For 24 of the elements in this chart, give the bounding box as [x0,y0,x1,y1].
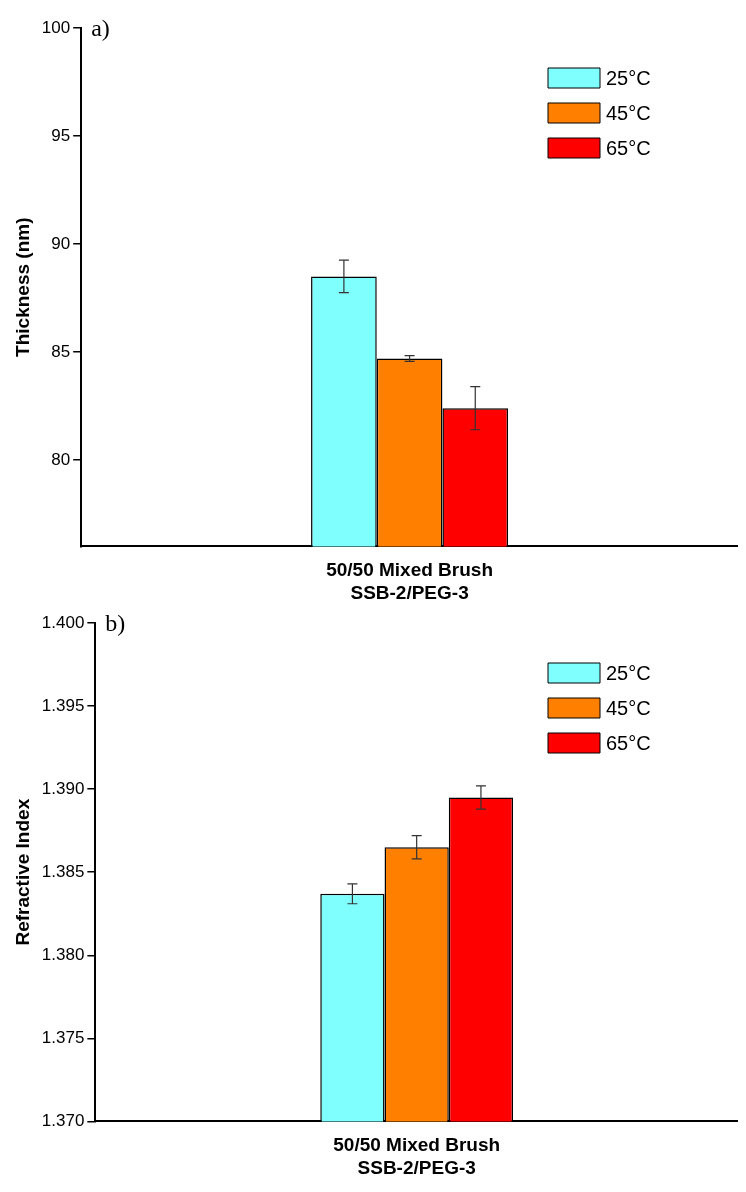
y-tick-label: 1.385 [41,861,85,881]
legend-label: 65°C [606,731,651,754]
y-tick-label: 100 [41,17,71,37]
annotation: a) [91,15,110,42]
y-axis-title: Refractive Index [11,798,33,946]
legend-label: 65°C [606,136,651,159]
y-tick-label: 1.375 [41,1028,85,1048]
y-tick-label: 90 [51,233,71,253]
y-tick-label: 1.400 [41,612,85,632]
y-tick-label: 95 [51,125,71,145]
y-tick-label: 1.395 [41,695,85,715]
x-tick-label: 50/50 Mixed Brush SSB-2/PEG-3 [333,1134,501,1178]
y-axis-title: Thickness (nm) [11,217,33,357]
legend-label: 45°C [606,101,651,124]
y-tick-label: 80 [51,449,71,469]
annotation: b) [105,610,126,637]
legend-label: 45°C [606,696,651,719]
legend-label: 25°C [606,661,651,684]
y-tick-label: 1.390 [41,778,85,798]
y-tick-label: 1.380 [41,944,85,964]
legend-label: 25°C [606,66,651,89]
x-tick-label: 50/50 Mixed Brush SSB-2/PEG-3 [326,559,493,603]
y-tick-label: 85 [51,341,71,361]
y-tick-label: 1.370 [41,1111,85,1131]
